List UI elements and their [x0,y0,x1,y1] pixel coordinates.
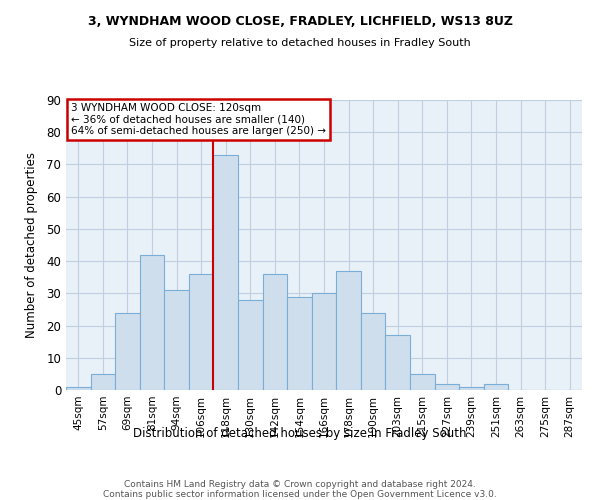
Bar [484,384,508,390]
Bar [189,274,214,390]
Text: 3 WYNDHAM WOOD CLOSE: 120sqm
← 36% of detached houses are smaller (140)
64% of s: 3 WYNDHAM WOOD CLOSE: 120sqm ← 36% of de… [71,103,326,136]
Bar [385,335,410,390]
Bar [214,155,238,390]
Bar [164,290,189,390]
Bar [66,387,91,390]
Bar [336,271,361,390]
Bar [140,254,164,390]
Text: Distribution of detached houses by size in Fradley South: Distribution of detached houses by size … [133,428,467,440]
Bar [312,294,336,390]
Bar [459,387,484,390]
Bar [361,312,385,390]
Bar [91,374,115,390]
Y-axis label: Number of detached properties: Number of detached properties [25,152,38,338]
Bar [287,296,312,390]
Bar [238,300,263,390]
Bar [263,274,287,390]
Bar [410,374,434,390]
Text: Contains HM Land Registry data © Crown copyright and database right 2024.
Contai: Contains HM Land Registry data © Crown c… [103,480,497,500]
Text: Size of property relative to detached houses in Fradley South: Size of property relative to detached ho… [129,38,471,48]
Bar [115,312,140,390]
Bar [434,384,459,390]
Text: 3, WYNDHAM WOOD CLOSE, FRADLEY, LICHFIELD, WS13 8UZ: 3, WYNDHAM WOOD CLOSE, FRADLEY, LICHFIEL… [88,15,512,28]
